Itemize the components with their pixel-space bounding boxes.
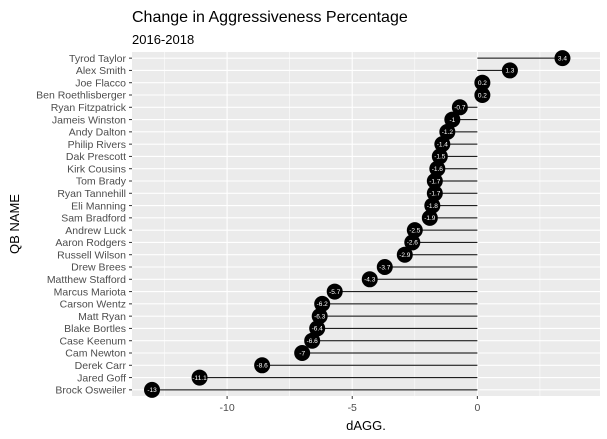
y-tick-label: Joe Flacco	[75, 77, 126, 89]
data-label: -0.7	[454, 105, 466, 112]
data-label: -5.7	[329, 289, 341, 296]
y-tick-label: Cam Newton	[65, 348, 126, 360]
y-tick-label: Sam Bradford	[61, 213, 126, 225]
data-label: -1.7	[429, 191, 441, 198]
y-tick-label: Ben Roethlisberger	[36, 90, 126, 102]
y-tick-label: Tyrod Taylor	[69, 53, 126, 65]
data-label: -6.4	[312, 326, 324, 333]
x-axis-title: dAGG.	[346, 418, 386, 433]
data-label: -6.6	[307, 338, 319, 345]
data-point	[421, 209, 438, 226]
data-label: -2.5	[409, 227, 421, 234]
y-tick-label: Andrew Luck	[65, 225, 126, 237]
data-label: -6.3	[314, 313, 326, 320]
x-tick-label: -5	[348, 402, 357, 414]
data-point	[444, 111, 461, 128]
y-tick-label: Matthew Stafford	[47, 274, 126, 286]
y-tick-label: Jared Goff	[77, 372, 126, 384]
data-point	[406, 222, 423, 239]
data-label: -4.3	[364, 277, 376, 284]
panel-background	[132, 52, 600, 396]
data-label: -11.1	[192, 375, 207, 382]
data-point	[554, 50, 571, 67]
data-point	[304, 332, 321, 349]
data-label: -1.4	[437, 141, 449, 148]
y-tick-label: Derek Carr	[75, 360, 127, 372]
y-tick-label: Jameis Winston	[52, 114, 126, 126]
y-tick-label: Andy Dalton	[69, 127, 126, 139]
data-label: 3.4	[558, 55, 567, 62]
data-point	[451, 99, 468, 116]
data-label: -6.2	[317, 301, 329, 308]
data-label: 0.2	[478, 80, 487, 87]
data-point	[361, 271, 378, 288]
plot-panel: 3.4 1.3 0.2 0.2 -0.7 -1 -1.2 -1.4 -1.5 -1.6 -1.7 -1…	[132, 50, 600, 398]
data-point	[404, 234, 421, 251]
x-tick-label: 0	[474, 402, 480, 414]
data-label: -8.6	[257, 363, 269, 370]
data-point	[396, 246, 413, 263]
y-tick-label: Philip Rivers	[68, 139, 126, 151]
data-point	[294, 345, 311, 361]
data-point	[474, 87, 491, 103]
data-point	[309, 320, 326, 337]
data-point	[426, 185, 443, 202]
y-tick-label: Brock Osweiler	[55, 385, 126, 397]
data-point	[424, 197, 441, 214]
data-point	[474, 74, 491, 91]
data-label: -2.6	[407, 240, 419, 247]
data-label: -1.7	[429, 178, 441, 185]
y-tick-label: Ryan Tannehill	[57, 188, 126, 200]
data-point	[376, 259, 393, 275]
data-point	[326, 283, 343, 300]
y-tick-label: Dak Prescott	[66, 151, 126, 163]
data-label: -7	[299, 350, 305, 357]
y-tick-label: Tom Brady	[76, 176, 127, 188]
data-label: -1.8	[427, 203, 439, 210]
y-tick-label: Kirk Cousins	[67, 163, 126, 175]
y-tick-label: Eli Manning	[71, 200, 126, 212]
x-axis-tick-labels: -10 -5 0	[220, 396, 480, 414]
data-point	[501, 62, 518, 79]
data-point	[191, 369, 208, 386]
data-point	[429, 160, 446, 177]
y-tick-label: Matt Ryan	[78, 311, 126, 323]
chart-title: Change in Aggressiveness Percentage	[132, 9, 408, 26]
data-point	[426, 173, 443, 189]
x-tick-label: -10	[220, 402, 235, 414]
data-point	[144, 381, 161, 398]
data-label: -2.9	[399, 252, 411, 259]
y-tick-label: Alex Smith	[76, 65, 126, 77]
y-tick-label: Case Keenum	[59, 335, 126, 347]
data-label: -1	[449, 117, 455, 124]
y-tick-label: Marcus Mariota	[54, 286, 127, 298]
data-point	[311, 308, 328, 325]
data-point	[439, 123, 456, 140]
data-point	[254, 357, 271, 374]
data-point	[434, 136, 451, 153]
data-point	[431, 148, 448, 165]
data-label: 0.2	[478, 92, 487, 99]
y-tick-label: Russell Wilson	[57, 249, 126, 261]
data-label: -1.6	[432, 166, 444, 173]
y-tick-label: Blake Bortles	[64, 323, 126, 335]
y-tick-label: Ryan Fitzpatrick	[51, 102, 127, 114]
y-tick-label: Drew Brees	[71, 262, 126, 274]
data-label: -13	[147, 387, 157, 394]
data-label: -1.2	[442, 129, 454, 136]
data-label: 1.3	[505, 68, 514, 75]
data-label: -1.5	[434, 154, 446, 161]
y-axis-title: QB NAME	[7, 194, 22, 254]
chart-subtitle: 2016-2018	[132, 32, 194, 47]
data-point	[314, 295, 331, 312]
y-tick-label: Carson Wentz	[60, 299, 126, 311]
data-label: -1.9	[424, 215, 436, 222]
data-label: -3.7	[379, 264, 391, 271]
y-tick-label: Aaron Rodgers	[55, 237, 126, 249]
